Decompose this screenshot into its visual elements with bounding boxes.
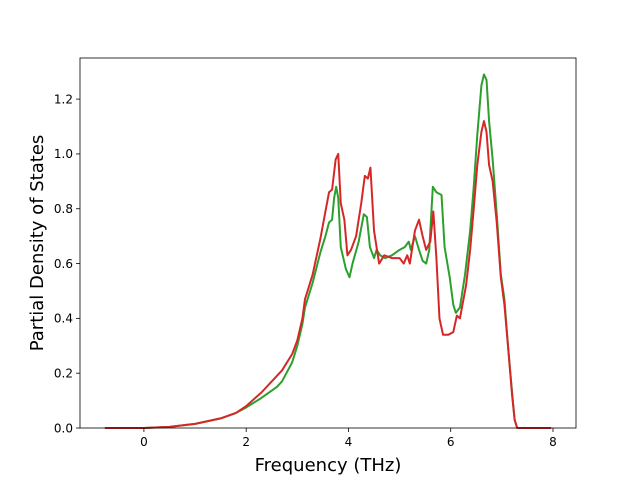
series-line-1 (104, 73, 552, 429)
plot-area-frame (79, 57, 577, 429)
y-tick-label: 1.0 (54, 147, 73, 161)
y-tick-label: 0.6 (54, 257, 73, 271)
y-tick-label: 0.4 (54, 312, 73, 326)
x-tick-label: 0 (140, 435, 148, 449)
y-tick-label: 0.8 (54, 202, 73, 216)
x-tick-label: 2 (242, 435, 250, 449)
y-tick-label: 0.0 (54, 421, 73, 435)
series-layer (104, 73, 552, 429)
y-axis-label: Partial Density of States (27, 135, 48, 352)
x-ticks: 0 2 4 6 8 (140, 428, 557, 449)
x-tick-label: 8 (549, 435, 557, 449)
y-ticks: 0.0 0.2 0.4 0.6 0.8 1.0 1.2 (54, 92, 80, 435)
x-tick-label: 6 (447, 435, 455, 449)
y-tick-label: 0.2 (54, 366, 73, 380)
y-tick-label: 1.2 (54, 92, 73, 106)
series-line-2 (104, 120, 552, 429)
x-tick-label: 4 (345, 435, 353, 449)
x-axis-label: Frequency (THz) (255, 455, 402, 476)
